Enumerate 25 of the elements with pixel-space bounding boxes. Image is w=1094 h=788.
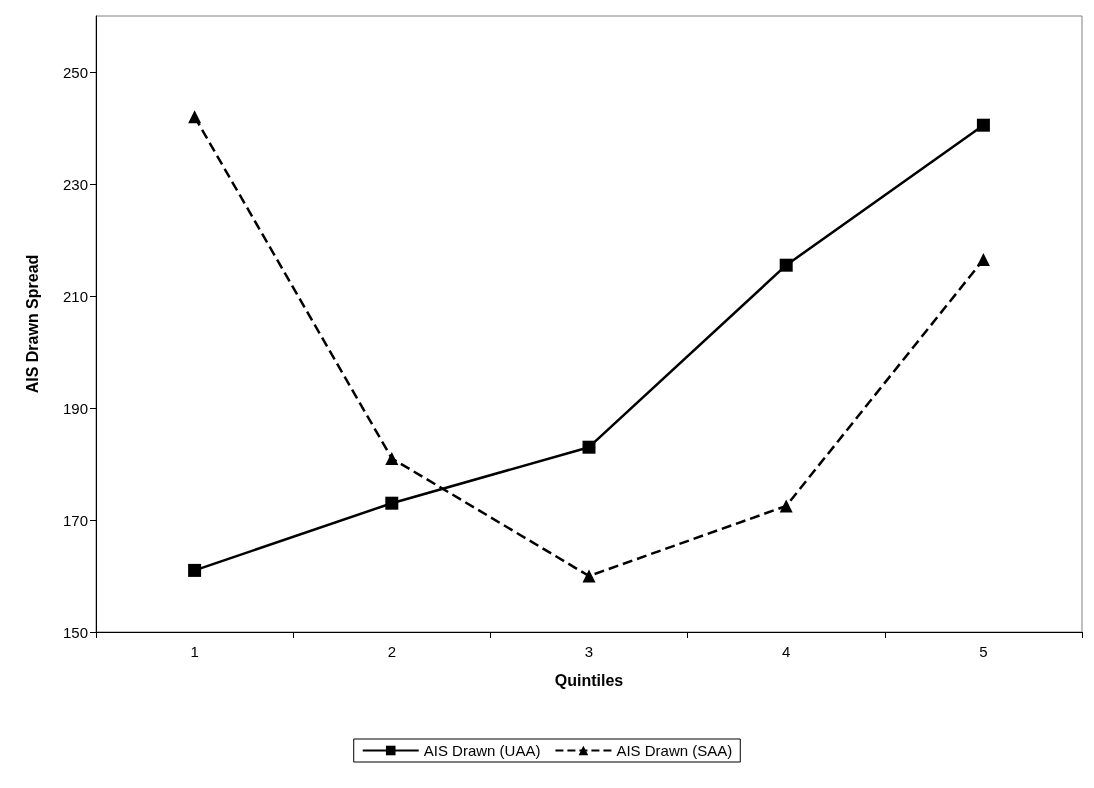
point	[582, 440, 596, 454]
point	[188, 563, 202, 577]
y-tick-label: 230	[62, 175, 88, 193]
x-tick-label: 4	[782, 643, 791, 660]
y-tick-label: 210	[62, 287, 88, 305]
point	[385, 496, 399, 510]
point	[582, 569, 596, 583]
y-axis-title: AIS Drawn Spread	[23, 254, 41, 394]
x-tick-label: 1	[190, 643, 199, 660]
x-axis-title: Quintiles	[554, 671, 624, 689]
x-tick-label: 3	[584, 643, 594, 660]
x-tick-label: 2	[387, 643, 396, 660]
y-tick-label: 250	[62, 63, 88, 81]
legend-label: AIS Drawn (SAA)	[616, 742, 733, 759]
x-tick-label: 5	[979, 643, 988, 660]
point	[779, 258, 793, 272]
y-tick-label: 170	[62, 511, 88, 529]
point	[188, 110, 202, 124]
point	[385, 451, 399, 465]
point	[779, 499, 793, 513]
legend-label: AIS Drawn (UAA)	[423, 742, 541, 759]
point	[976, 253, 990, 267]
y-tick-label: 150	[62, 623, 88, 641]
point	[976, 118, 990, 132]
y-tick-label: 190	[62, 399, 88, 417]
